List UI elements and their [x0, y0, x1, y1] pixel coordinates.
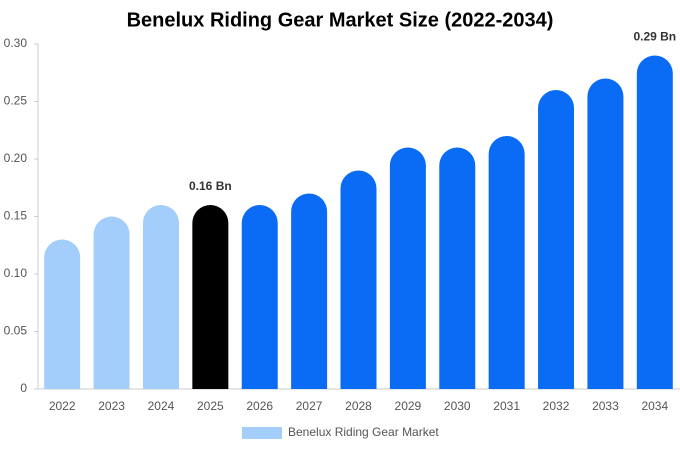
- y-tick-label: 0.05: [4, 324, 28, 338]
- value-label: 0.29 Bn: [633, 30, 676, 44]
- x-tick-label: 2029: [395, 399, 422, 413]
- bar: [340, 170, 377, 389]
- y-tick-label: 0.20: [4, 151, 28, 165]
- bar: [241, 205, 278, 389]
- x-tick-label: 2028: [345, 399, 372, 413]
- x-tick-label: 2026: [246, 399, 273, 413]
- bar: [389, 147, 426, 389]
- bar: [538, 90, 575, 389]
- y-tick-label: 0.15: [4, 209, 28, 223]
- x-tick-label: 2027: [296, 399, 323, 413]
- bar: [587, 78, 624, 389]
- bar: [44, 239, 81, 389]
- bar: [488, 135, 525, 389]
- bar: [636, 55, 673, 390]
- bar: [291, 193, 328, 389]
- x-tick-label: 2031: [493, 399, 520, 413]
- x-tick-label: 2023: [98, 399, 125, 413]
- y-tick-label: 0.25: [4, 94, 28, 108]
- x-tick-label: 2022: [49, 399, 76, 413]
- legend-swatch: [242, 427, 282, 439]
- bar: [93, 216, 130, 389]
- x-tick-label: 2030: [444, 399, 471, 413]
- y-tick-label: 0: [20, 381, 27, 395]
- x-tick-label: 2024: [148, 399, 175, 413]
- x-tick-label: 2025: [197, 399, 224, 413]
- bar: [142, 205, 179, 389]
- x-tick-label: 2034: [641, 399, 668, 413]
- legend-label: Benelux Riding Gear Market: [288, 425, 439, 439]
- chart-title: Benelux Riding Gear Market Size (2022-20…: [127, 9, 554, 31]
- y-tick-label: 0.10: [4, 266, 28, 280]
- x-tick-label: 2033: [592, 399, 619, 413]
- bar: [192, 205, 229, 389]
- value-label: 0.16 Bn: [189, 179, 232, 193]
- y-tick-label: 0.30: [4, 36, 28, 50]
- x-tick-label: 2032: [543, 399, 570, 413]
- bar: [439, 147, 476, 389]
